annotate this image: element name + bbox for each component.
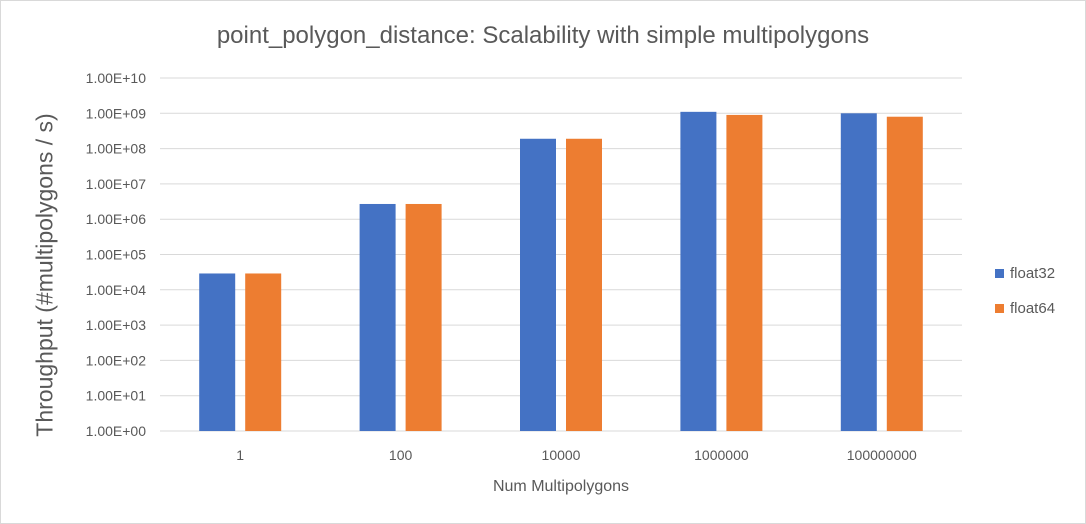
bar-float64-1000000 bbox=[726, 114, 763, 432]
y-tick-label: 1.00E+05 bbox=[86, 247, 147, 263]
y-tick-label: 1.00E+06 bbox=[86, 211, 147, 227]
bar-float32-100000000 bbox=[840, 113, 877, 432]
y-tick-label: 1.00E+07 bbox=[86, 176, 147, 192]
legend-swatch bbox=[995, 303, 1004, 313]
bar-float32-10000 bbox=[520, 138, 556, 431]
legend-label: float32 bbox=[1010, 264, 1056, 282]
x-tick-label: 100000000 bbox=[847, 447, 917, 463]
legend: float32 float64 bbox=[995, 262, 1055, 332]
bars bbox=[199, 111, 923, 432]
x-tick-label: 1 bbox=[236, 447, 244, 463]
bar-float32-1000000 bbox=[680, 111, 717, 431]
legend-item-series-1: float64 bbox=[995, 297, 1055, 319]
legend-item-series-0: float32 bbox=[995, 262, 1055, 284]
x-tick-label: 10000 bbox=[542, 447, 581, 463]
x-tick-label: 100 bbox=[389, 447, 413, 463]
x-tick-label: 1000000 bbox=[694, 447, 749, 463]
bar-float32-1 bbox=[199, 273, 236, 431]
y-tick-label: 1.00E+04 bbox=[86, 282, 147, 298]
y-tick-labels: 1.00E+00 1.00E+01 1.00E+02 1.00E+03 1.00E+04… bbox=[86, 70, 147, 439]
y-tick-label: 1.00E+08 bbox=[86, 141, 147, 157]
bar-float64-10000 bbox=[566, 138, 602, 431]
y-tick-label: 1.00E+01 bbox=[86, 388, 147, 404]
legend-label: float64 bbox=[1010, 299, 1056, 317]
chart-title: point_polygon_distance: Scalability with… bbox=[216, 22, 870, 49]
bar-float32-100 bbox=[359, 203, 396, 431]
x-axis-label: Num Multipolygons bbox=[492, 478, 630, 495]
y-tick-label: 1.00E+02 bbox=[86, 352, 147, 368]
legend-swatch bbox=[995, 268, 1004, 278]
bar-float64-1 bbox=[245, 273, 282, 431]
y-tick-label: 1.00E+00 bbox=[86, 423, 147, 439]
y-axis-label: Throughput (#multipolygons / s) bbox=[31, 113, 58, 437]
bar-float64-100 bbox=[405, 203, 442, 431]
x-tick-labels: 1 100 10000 1000000 100000000 bbox=[236, 447, 917, 463]
gridlines bbox=[160, 77, 962, 432]
y-tick-label: 1.00E+03 bbox=[86, 317, 147, 333]
y-tick-label: 1.00E+10 bbox=[86, 70, 147, 86]
bar-float64-100000000 bbox=[886, 116, 923, 432]
y-tick-label: 1.00E+09 bbox=[86, 105, 147, 121]
